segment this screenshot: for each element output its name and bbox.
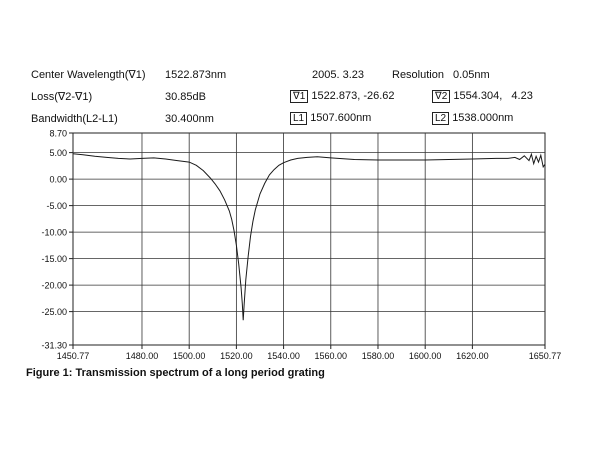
y-tick-label: -5.00 [46, 201, 67, 211]
loss-label: Loss(∇2-∇1) [31, 91, 93, 103]
marker2-value: 1554.304, 4.23 [453, 90, 533, 102]
marker2-box: ∇2 [432, 90, 451, 103]
center-wavelength-label: Center Wavelength(∇1) [31, 69, 146, 81]
x-tick-label: 1540.00 [267, 351, 300, 361]
l2-box: L2 [432, 112, 450, 125]
bandwidth-value: 30.400nm [165, 113, 214, 125]
marker1-value: 1522.873, -26.62 [311, 90, 395, 102]
y-tick-label: -10.00 [41, 228, 67, 238]
l2-readout: L2 1538.000nm [432, 112, 513, 125]
x-tick-label: 1650.77 [529, 351, 562, 361]
resolution-value: 0.05nm [453, 69, 490, 81]
x-tick-label: 1560.00 [315, 351, 348, 361]
y-tick-label: 5.00 [49, 148, 67, 158]
marker1-readout: ∇1 1522.873, -26.62 [290, 90, 395, 103]
bandwidth-label: Bandwidth(L2-L1) [31, 113, 118, 125]
x-tick-label: 1520.00 [220, 351, 253, 361]
x-tick-label: 1500.00 [173, 351, 206, 361]
l2-value: 1538.000nm [452, 112, 514, 124]
x-tick-label: 1580.00 [362, 351, 395, 361]
marker1-box: ∇1 [290, 90, 309, 103]
y-tick-label: 0.00 [49, 175, 67, 185]
l1-box: L1 [290, 112, 308, 125]
y-tick-label: -31.30 [41, 341, 67, 351]
l1-value: 1507.600nm [310, 112, 372, 124]
figure-caption: Figure 1: Transmission spectrum of a lon… [26, 367, 325, 379]
x-tick-label: 1450.77 [57, 351, 90, 361]
series-line-0 [72, 152, 546, 321]
y-tick-label: -20.00 [41, 281, 67, 291]
resolution-label: Resolution [392, 69, 444, 81]
y-tick-label: 8.70 [49, 129, 67, 139]
x-tick-label: 1600.00 [409, 351, 442, 361]
x-tick-label: 1620.00 [456, 351, 489, 361]
x-tick-label: 1480.00 [126, 351, 159, 361]
y-tick-label: -15.00 [41, 254, 67, 264]
transmission-spectrum-chart: 8.70 5.00 0.00 -5.00 -10.00 -15.00 -20.00 -25.0… [41, 129, 562, 362]
center-wavelength-value: 1522.873nm [165, 69, 227, 81]
plot-frame [72, 132, 546, 346]
loss-value: 30.85dB [165, 91, 206, 103]
marker2-readout: ∇2 1554.304, 4.23 [432, 90, 533, 103]
l1-readout: L1 1507.600nm [290, 112, 371, 125]
date-text: 2005. 3.23 [312, 69, 364, 81]
y-tick-label: -25.00 [41, 307, 67, 317]
